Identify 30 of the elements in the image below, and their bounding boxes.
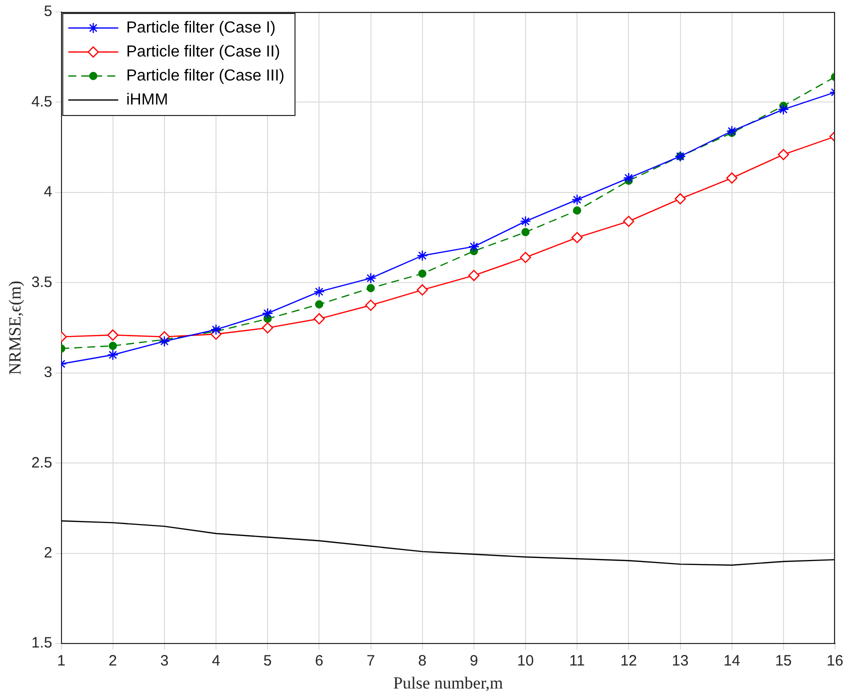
y-tick-label: 2.5 xyxy=(31,454,52,472)
y-tick-label: 3.5 xyxy=(31,274,52,291)
y-tick-label: 4.5 xyxy=(31,93,52,110)
x-tick-label: 7 xyxy=(366,652,375,670)
legend-label: Particle filter (Case II) xyxy=(126,43,280,60)
x-tick-label: 11 xyxy=(569,652,585,670)
x-tick-label: 16 xyxy=(826,652,844,670)
x-tick-label: 10 xyxy=(517,652,534,670)
x-tick-label: 5 xyxy=(263,652,272,670)
y-tick-label: 2 xyxy=(44,544,52,562)
x-tick-label: 1 xyxy=(57,652,66,670)
x-tick-label: 2 xyxy=(108,652,118,670)
x-tick-label: 15 xyxy=(775,652,792,670)
x-tick-label: 12 xyxy=(620,652,638,670)
x-tick-label: 6 xyxy=(314,652,324,670)
x-tick-label: 8 xyxy=(418,652,427,670)
x-tick-label: 3 xyxy=(160,652,169,670)
legend-label: Particle filter (Case III) xyxy=(126,67,285,84)
x-tick-label: 4 xyxy=(212,652,220,670)
legend-label: iHMM xyxy=(126,91,168,108)
y-tick-label: 1.5 xyxy=(31,634,52,652)
x-axis-title: Pulse number,m xyxy=(393,673,504,692)
x-tick-label: 9 xyxy=(470,652,478,670)
y-tick-label: 5 xyxy=(44,3,52,20)
y-axis-title: NRMSE,ϵ(m) xyxy=(6,280,25,375)
x-tick-label: 13 xyxy=(672,652,689,670)
y-tick-label: 3 xyxy=(44,364,52,382)
y-tick-label: 4 xyxy=(44,184,52,201)
x-tick-label: 14 xyxy=(723,652,740,670)
legend-label: Particle filter (Case I) xyxy=(126,19,276,36)
